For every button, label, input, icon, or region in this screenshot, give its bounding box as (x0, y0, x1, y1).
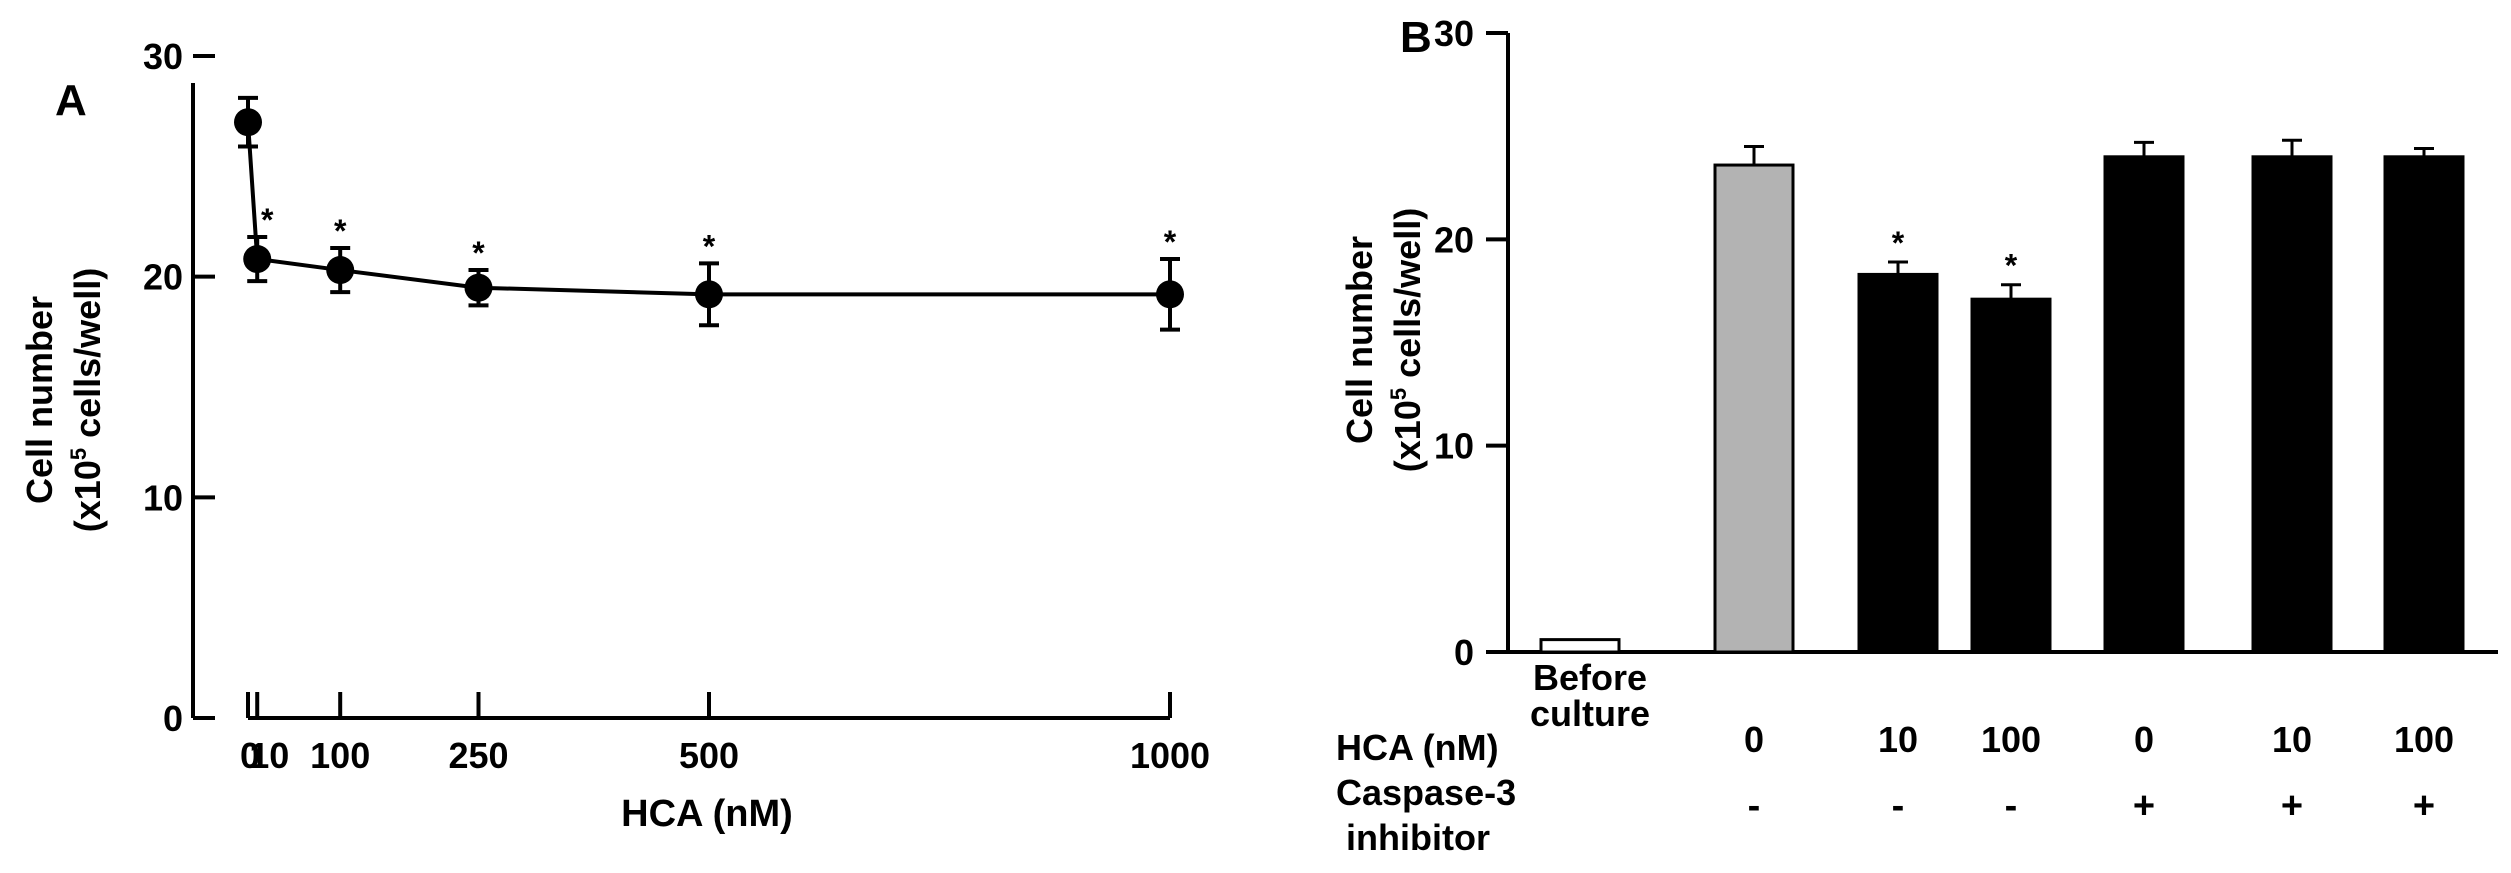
panel-b-significance-star: * (1892, 225, 1905, 261)
panel-b-hca-row-label: HCA (nM) (1336, 727, 1499, 768)
panel-a-y-ticks: 0 10 20 30 (143, 36, 215, 739)
panel-b-hca-value: 0 (1744, 719, 1764, 760)
panel-a-ylabel-line1: Cell number (19, 296, 60, 504)
panel-b-bar (2251, 155, 2333, 654)
panel-b-hca-value: 10 (2272, 719, 2312, 760)
panel-b-y-ticks: 0 10 20 30 (1434, 13, 1508, 673)
panel-b-hca-value: 100 (1981, 719, 2041, 760)
panel-b-category-label: culture (1530, 693, 1650, 734)
panel-a-significance-star: * (1164, 224, 1177, 260)
panel-a-data-point (234, 108, 262, 137)
panel-b-bar (1970, 297, 2052, 654)
panel-a-x-tick-label: 0 (240, 735, 260, 776)
panel-b-inhibitor-value: + (2413, 785, 2435, 827)
panel-a-ylabel-line2: (x105 cells/well) (66, 268, 108, 532)
panel-b-bars: ** (1539, 138, 2465, 654)
panel-a-x-tick-label: 100 (310, 735, 370, 776)
panel-a-y-tick-label: 30 (143, 36, 183, 77)
panel-a-data-point (326, 256, 355, 285)
panel-b-y-tick-label: 30 (1434, 13, 1474, 54)
panel-a-data-point (464, 273, 493, 302)
panel-a-letter: A (55, 76, 87, 125)
panel-b-ylabel-line1: Cell number (1339, 236, 1380, 444)
panel-a-x-tick-label: 500 (679, 735, 739, 776)
panel-a-y-tick-label: 10 (143, 477, 183, 518)
panel-a-x-tick-label: 250 (448, 735, 508, 776)
panel-a-data-point (1156, 280, 1184, 309)
panel-a-x-tick-label: 10 (249, 735, 289, 776)
panel-b-inhibitor-value: - (1892, 785, 1905, 827)
panel-b-bar (2383, 155, 2465, 654)
panel-b-category-label: Before (1533, 657, 1647, 698)
panel-a-y-tick-label: 0 (163, 698, 183, 739)
panel-b-inhibitor-value: + (2133, 785, 2155, 827)
panel-a-xlabel: HCA (nM) (621, 793, 793, 835)
panel-b-y-tick-label: 20 (1434, 219, 1474, 260)
panel-b-inhibitor-label-line2: inhibitor (1346, 817, 1490, 858)
panel-a-significance-star: * (261, 202, 274, 238)
panel-b-hca-value: 100 (2394, 719, 2454, 760)
panel-b-inhibitor-label-line1: Caspase-3 (1336, 772, 1516, 813)
panel-a-x-ticks: 010 100 250 500 1000 (240, 692, 1210, 776)
panel-b-inhibitor-value: - (2005, 785, 2018, 827)
panel-a-significance-star: * (334, 213, 347, 249)
panel-a-significance-star: * (703, 228, 716, 264)
panel-b-hca-value: 0 (2134, 719, 2154, 760)
panel-b-letter: B (1400, 13, 1432, 62)
panel-b-bar (2103, 155, 2185, 654)
panel-a-significance-star: * (472, 235, 485, 271)
panel-a-data: * * * * * (234, 95, 1184, 332)
panel-a-data-point (243, 245, 272, 274)
panel-b-y-tick-label: 10 (1434, 426, 1474, 467)
panel-b-inhibitor-value: - (1748, 785, 1761, 827)
panel-b-ylabel-line2: (x105 cells/well) (1386, 208, 1428, 472)
panel-b-significance-star: * (2005, 248, 2018, 284)
panel-b-y-tick-label: 0 (1454, 632, 1474, 673)
panel-a-x-tick-label: 1000 (1130, 735, 1210, 776)
panel-b-bar (1539, 638, 1621, 654)
panel-a-y-tick-label: 20 (143, 257, 183, 298)
panel-b-bar (1713, 163, 1795, 654)
panel-a-data-point (695, 280, 723, 309)
panel-b-inhibitor-value: + (2281, 785, 2303, 827)
panel-b-hca-value: 10 (1878, 719, 1918, 760)
panel-b-bar (1857, 272, 1939, 654)
